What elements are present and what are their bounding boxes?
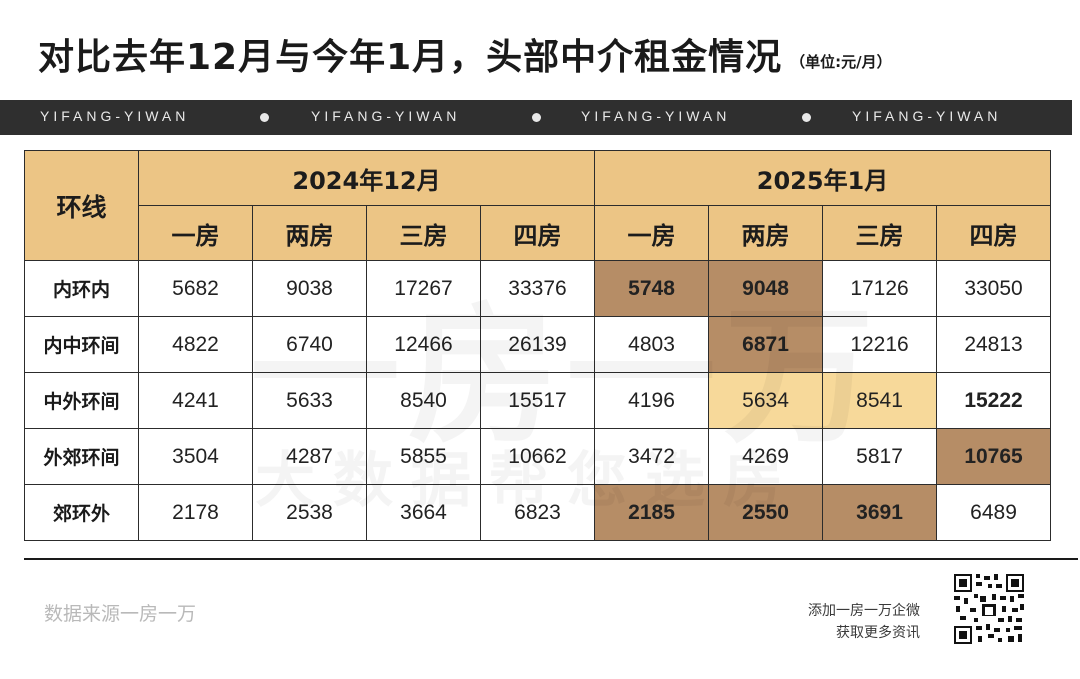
title-unit: （单位:元/月） — [790, 53, 892, 71]
rent-cell-highlight: 2185 — [594, 484, 710, 541]
banner-dot — [802, 113, 811, 122]
rent-cell: 4269 — [708, 428, 824, 485]
room-type-header: 三房 — [366, 205, 481, 261]
rent-cell: 24813 — [936, 316, 1052, 373]
rent-cell: 3472 — [594, 428, 710, 485]
footer-divider — [24, 558, 1078, 560]
rent-cell-highlight: 5748 — [594, 260, 710, 317]
row-label: 内中环间 — [24, 316, 139, 373]
rent-cell-highlight-light: 5634 — [708, 372, 824, 429]
rent-cell: 4803 — [594, 316, 710, 373]
room-type-header: 三房 — [822, 205, 938, 261]
table-row: 中外环间 4241 5633 8540 15517 4196 5634 8541… — [24, 372, 1052, 429]
row-label: 内环内 — [24, 260, 139, 317]
page-title: 对比去年12月与今年1月，头部中介租金情况 （单位:元/月） — [38, 28, 892, 80]
rent-cell-highlight: 3691 — [822, 484, 938, 541]
rent-cell-bold: 15222 — [936, 372, 1052, 429]
qr-code-icon — [952, 572, 1026, 646]
rent-cell-highlight: 6871 — [708, 316, 824, 373]
banner-text: YIFANG-YIWAN — [581, 108, 731, 124]
wechat-line: 添加一房一万企微 — [808, 603, 920, 619]
rent-cell-highlight: 10765 — [936, 428, 1052, 485]
room-type-header: 两房 — [252, 205, 367, 261]
ring-road-header: 环线 — [24, 150, 139, 261]
rent-cell: 33376 — [479, 260, 596, 317]
rent-cell: 3504 — [138, 428, 253, 485]
brand-banner: YIFANG-YIWAN YIFANG-YIWAN YIFANG-YIWAN Y… — [0, 100, 1072, 135]
rent-cell: 4822 — [138, 316, 253, 373]
period-header: 2025年1月 — [594, 150, 1052, 206]
room-type-header: 一房 — [138, 205, 253, 261]
rent-cell: 6823 — [479, 484, 596, 541]
rent-cell: 12466 — [366, 316, 481, 373]
banner-text: YIFANG-YIWAN — [40, 108, 190, 124]
room-type-header: 两房 — [708, 205, 824, 261]
rent-cell-highlight-light: 8541 — [822, 372, 938, 429]
table-row: 郊环外 2178 2538 3664 6823 2185 2550 3691 6… — [24, 484, 1052, 541]
period-header-row: 环线 2024年12月 2025年1月 — [24, 150, 1052, 261]
rent-cell-highlight: 2550 — [708, 484, 824, 541]
rent-cell: 4287 — [252, 428, 367, 485]
rent-cell: 6740 — [252, 316, 367, 373]
rent-cell: 17267 — [366, 260, 481, 317]
rent-cell: 9038 — [252, 260, 367, 317]
room-type-header: 一房 — [594, 205, 710, 261]
banner-text: YIFANG-YIWAN — [852, 108, 1002, 124]
rent-cell: 3664 — [366, 484, 481, 541]
banner-text: YIFANG-YIWAN — [311, 108, 461, 124]
data-source: 数据来源一房一万 — [44, 603, 197, 625]
rent-cell: 6489 — [936, 484, 1052, 541]
wechat-prompt: 添加一房一万企微 获取更多资讯 — [808, 600, 920, 644]
room-type-header: 四房 — [936, 205, 1052, 261]
rent-cell: 17126 — [822, 260, 938, 317]
rent-cell: 8540 — [366, 372, 481, 429]
rent-cell: 5817 — [822, 428, 938, 485]
rent-cell: 5633 — [252, 372, 367, 429]
rent-cell: 5855 — [366, 428, 481, 485]
table-row: 内环内 5682 9038 17267 33376 5748 9048 1712… — [24, 260, 1052, 317]
table-row: 内中环间 4822 6740 12466 26139 4803 6871 122… — [24, 316, 1052, 373]
rent-cell: 12216 — [822, 316, 938, 373]
banner-dot — [260, 113, 269, 122]
table-row: 外郊环间 3504 4287 5855 10662 3472 4269 5817… — [24, 428, 1052, 485]
row-label: 郊环外 — [24, 484, 139, 541]
rent-cell: 10662 — [479, 428, 596, 485]
rent-cell: 26139 — [479, 316, 596, 373]
rent-cell: 33050 — [936, 260, 1052, 317]
rent-table: 环线 2024年12月 2025年1月 一房 两房 三房 四房 一房 两房 三房… — [24, 150, 1052, 541]
wechat-line: 获取更多资讯 — [836, 625, 920, 641]
rent-cell: 5682 — [138, 260, 253, 317]
rent-cell: 2178 — [138, 484, 253, 541]
banner-dot — [532, 113, 541, 122]
rent-cell: 15517 — [479, 372, 596, 429]
period-header: 2024年12月 — [137, 150, 596, 206]
rent-cell: 4241 — [138, 372, 253, 429]
rent-cell: 2538 — [252, 484, 367, 541]
title-main: 对比去年12月与今年1月，头部中介租金情况 — [38, 37, 783, 78]
row-label: 中外环间 — [24, 372, 139, 429]
rent-cell-highlight: 9048 — [708, 260, 824, 317]
row-label: 外郊环间 — [24, 428, 139, 485]
room-type-header: 四房 — [479, 205, 596, 261]
room-type-header-row: 一房 两房 三房 四房 一房 两房 三房 四房 — [25, 205, 1052, 261]
rent-cell: 4196 — [594, 372, 710, 429]
